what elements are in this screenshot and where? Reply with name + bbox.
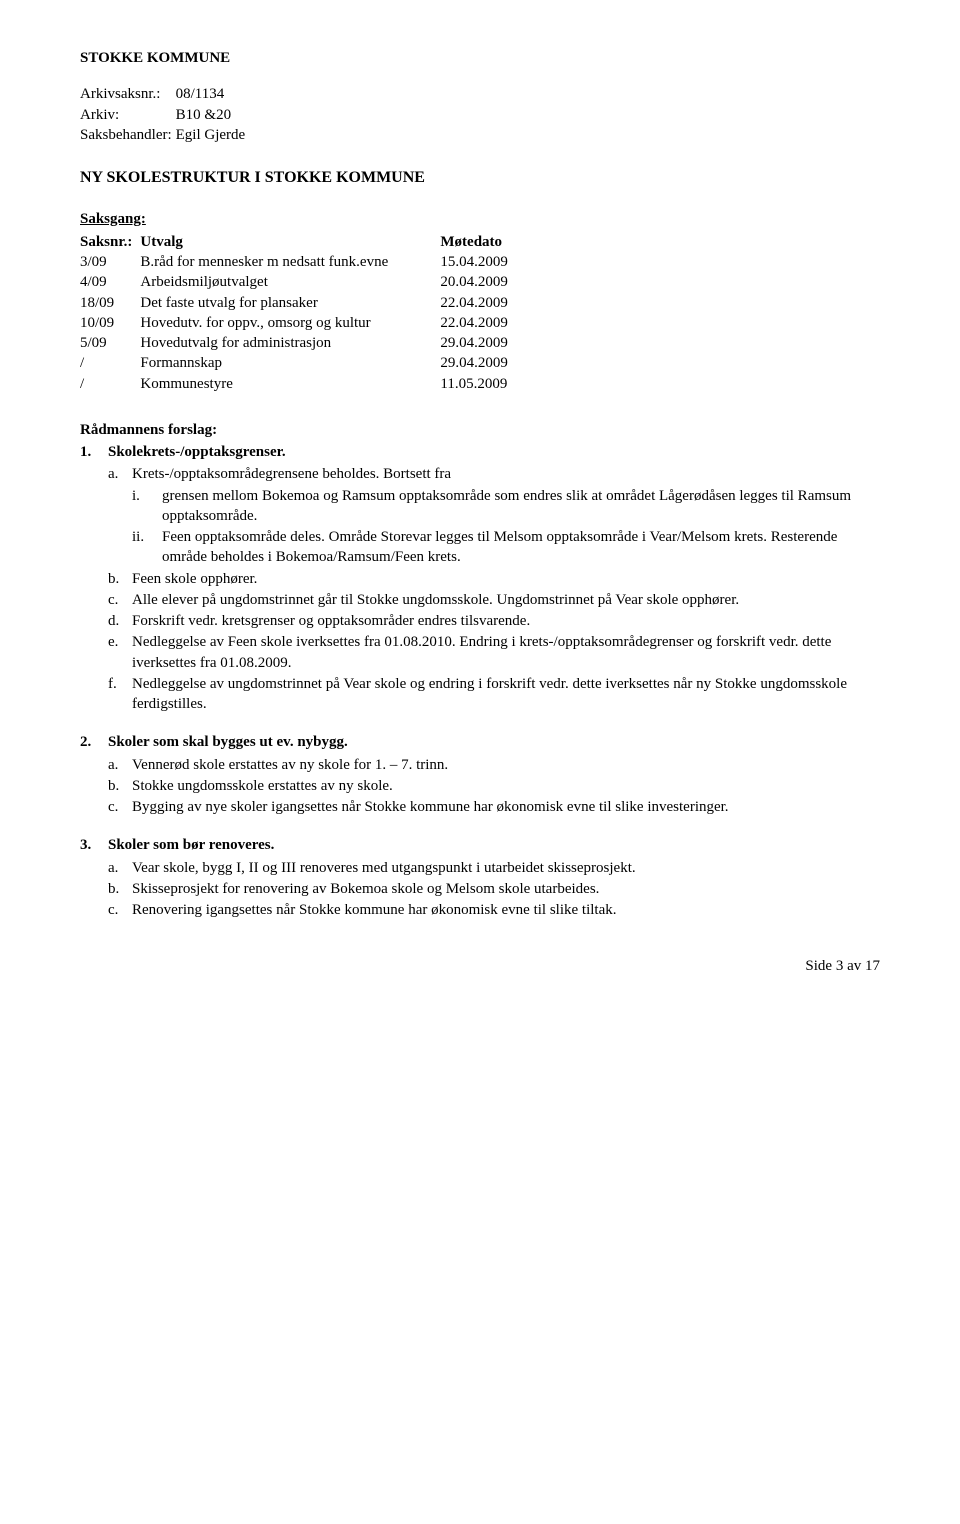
meta-row: Saksbehandler: Egil Gjerde [80,125,253,145]
saksnr: 18/09 [80,293,140,313]
alpha-list: Vennerød skole erstattes av ny skole for… [108,755,880,818]
utvalg: Formannskap [140,353,440,373]
meta-value: Egil Gjerde [176,125,254,145]
alpha-text: Vennerød skole erstattes av ny skole for… [132,757,448,773]
saksgang-header: Utvalg [140,232,440,252]
forslag-item-title: Skoler som skal bygges ut ev. nybygg. [108,734,348,750]
municipality-name: STOKKE KOMMUNE [80,48,880,68]
saksgang-row: /Formannskap29.04.2009 [80,353,516,373]
alpha-text: Nedleggelse av Feen skole iverksettes fr… [132,634,831,670]
saksgang-header: Møtedato [440,232,516,252]
saksgang-row: 18/09Det faste utvalg for plansaker22.04… [80,293,516,313]
forslag-item: Skoler som skal bygges ut ev. nybygg. Ve… [108,732,880,817]
saksgang-row: /Kommunestyre11.05.2009 [80,374,516,394]
saksnr: 3/09 [80,252,140,272]
utvalg: Arbeidsmiljøutvalget [140,272,440,292]
meta-row: Arkivsaksnr.: 08/1134 [80,84,253,104]
alpha-item: Nedleggelse av ungdomstrinnet på Vear sk… [132,674,880,715]
meta-label: Arkivsaksnr.: [80,84,176,104]
alpha-text: Feen skole opphører. [132,571,257,587]
alpha-item: Krets-/opptaksområdegrensene beholdes. B… [132,464,880,567]
forslag-item: Skoler som bør renoveres. Vear skole, by… [108,835,880,920]
saksgang-row: 3/09B.råd for mennesker m nedsatt funk.e… [80,252,516,272]
meta-label: Saksbehandler: [80,125,176,145]
page-footer: Side 3 av 17 [80,956,880,976]
saksgang-title: Saksgang: [80,209,880,229]
motedato: 20.04.2009 [440,272,516,292]
alpha-text: Bygging av nye skoler igangsettes når St… [132,799,729,815]
utvalg: Det faste utvalg for plansaker [140,293,440,313]
alpha-list: Krets-/opptaksområdegrensene beholdes. B… [108,464,880,714]
saksgang-row: 10/09Hovedutv. for oppv., omsorg og kult… [80,313,516,333]
motedato: 15.04.2009 [440,252,516,272]
alpha-item: Stokke ungdomsskole erstattes av ny skol… [132,776,880,796]
alpha-list: Vear skole, bygg I, II og III renoveres … [108,858,880,921]
alpha-item: Feen skole opphører. [132,569,880,589]
saksnr: / [80,353,140,373]
alpha-text: Forskrift vedr. kretsgrenser og opptakso… [132,613,530,629]
document-header: STOKKE KOMMUNE Arkivsaksnr.: 08/1134 Ark… [80,48,880,145]
saksnr: 10/09 [80,313,140,333]
roman-list: grensen mellom Bokemoa og Ramsum opptaks… [132,486,880,568]
alpha-text: Vear skole, bygg I, II og III renoveres … [132,860,636,876]
forslag-item-title: Skolekrets-/opptaksgrenser. [108,444,286,460]
saksgang-header: Saksnr.: [80,232,140,252]
utvalg: Kommunestyre [140,374,440,394]
saksgang-table: Saksnr.: Utvalg Møtedato 3/09B.råd for m… [80,232,516,394]
alpha-item: Renovering igangsettes når Stokke kommun… [132,900,880,920]
metadata-table: Arkivsaksnr.: 08/1134 Arkiv: B10 &20 Sak… [80,84,253,145]
roman-item: grensen mellom Bokemoa og Ramsum opptaks… [162,486,880,527]
roman-item: Feen opptaksområde deles. Område Storeva… [162,527,880,568]
alpha-text: Alle elever på ungdomstrinnet går til St… [132,592,739,608]
alpha-item: Nedleggelse av Feen skole iverksettes fr… [132,632,880,673]
alpha-text: Renovering igangsettes når Stokke kommun… [132,902,617,918]
forslag-item: Skolekrets-/opptaksgrenser. Krets-/oppta… [108,442,880,714]
meta-label: Arkiv: [80,105,176,125]
saksgang-row: 5/09Hovedutvalg for administrasjon29.04.… [80,333,516,353]
page-number: Side 3 av 17 [805,958,880,974]
alpha-text: Skisseprosjekt for renovering av Bokemoa… [132,881,599,897]
utvalg: Hovedutv. for oppv., omsorg og kultur [140,313,440,333]
forslag-item-title: Skoler som bør renoveres. [108,837,274,853]
alpha-item: Bygging av nye skoler igangsettes når St… [132,797,880,817]
forslag-list: Skolekrets-/opptaksgrenser. Krets-/oppta… [80,442,880,920]
motedato: 22.04.2009 [440,293,516,313]
motedato: 11.05.2009 [440,374,516,394]
saksgang-row: 4/09Arbeidsmiljøutvalget20.04.2009 [80,272,516,292]
utvalg: Hovedutvalg for administrasjon [140,333,440,353]
alpha-text: Stokke ungdomsskole erstattes av ny skol… [132,778,393,794]
roman-text: grensen mellom Bokemoa og Ramsum opptaks… [162,488,851,524]
alpha-item: Forskrift vedr. kretsgrenser og opptakso… [132,611,880,631]
saksnr: 4/09 [80,272,140,292]
forslag-title: Rådmannens forslag: [80,420,880,440]
saksgang-section: Saksgang: Saksnr.: Utvalg Møtedato 3/09B… [80,209,880,394]
motedato: 22.04.2009 [440,313,516,333]
alpha-item: Skisseprosjekt for renovering av Bokemoa… [132,879,880,899]
alpha-text: Krets-/opptaksområdegrensene beholdes. B… [132,466,451,482]
document-title: NY SKOLESTRUKTUR I STOKKE KOMMUNE [80,167,880,189]
utvalg: B.råd for mennesker m nedsatt funk.evne [140,252,440,272]
roman-text: Feen opptaksområde deles. Område Storeva… [162,529,837,565]
meta-value: B10 &20 [176,105,254,125]
meta-row: Arkiv: B10 &20 [80,105,253,125]
saksgang-header-row: Saksnr.: Utvalg Møtedato [80,232,516,252]
alpha-item: Vennerød skole erstattes av ny skole for… [132,755,880,775]
saksnr: 5/09 [80,333,140,353]
motedato: 29.04.2009 [440,353,516,373]
alpha-item: Alle elever på ungdomstrinnet går til St… [132,590,880,610]
saksnr: / [80,374,140,394]
motedato: 29.04.2009 [440,333,516,353]
alpha-text: Nedleggelse av ungdomstrinnet på Vear sk… [132,676,847,712]
meta-value: 08/1134 [176,84,254,104]
alpha-item: Vear skole, bygg I, II og III renoveres … [132,858,880,878]
